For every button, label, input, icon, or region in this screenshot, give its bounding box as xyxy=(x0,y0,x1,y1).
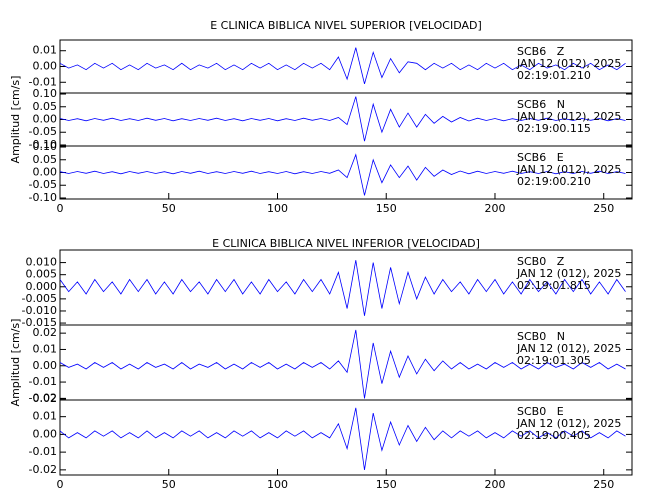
waveform xyxy=(59,329,626,399)
y-tick-label: -0.02 xyxy=(29,391,57,404)
x-tick-label: 200 xyxy=(484,202,505,215)
trace-date: JAN 12 (012), 2025 xyxy=(516,57,621,70)
waveform xyxy=(59,260,626,316)
y-tick-label: 0.00 xyxy=(33,113,58,126)
x-tick-label: 200 xyxy=(484,478,505,491)
y-tick-label: 0.05 xyxy=(33,153,58,166)
x-tick-label: 100 xyxy=(267,202,288,215)
y-tick-label: 0.01 xyxy=(33,44,58,57)
trace-station: SCB6 Z xyxy=(517,45,565,58)
y-tick-label: 0.00 xyxy=(33,359,58,372)
x-tick-label: 50 xyxy=(162,478,176,491)
trace-date: JAN 12 (012), 2025 xyxy=(516,267,621,280)
x-tick-label: 0 xyxy=(57,478,64,491)
y-tick-label: -0.05 xyxy=(29,178,57,191)
y-tick-label: -0.01 xyxy=(29,445,57,458)
x-tick-label: 0 xyxy=(57,202,64,215)
x-tick-label: 250 xyxy=(593,478,614,491)
y-tick-label: -0.05 xyxy=(29,125,57,138)
trace-date: JAN 12 (012), 2025 xyxy=(516,163,621,176)
trace-time: 02:19:01.210 xyxy=(517,69,591,82)
trace-time: 02:19:01.305 xyxy=(517,354,591,367)
y-tick-label: 0.02 xyxy=(33,326,58,339)
trace-time: 02:19:00.210 xyxy=(517,175,591,188)
y-axis-label: Amplitud [cm/s] xyxy=(9,319,22,407)
panel-frame xyxy=(59,399,633,476)
trace-date: JAN 12 (012), 2025 xyxy=(516,110,621,123)
trace-station: SCB6 N xyxy=(517,98,565,111)
trace-date: JAN 12 (012), 2025 xyxy=(516,417,621,430)
y-tick-label: 0.02 xyxy=(33,392,58,405)
trace-time: 02:19:00.115 xyxy=(517,122,591,135)
waveform xyxy=(59,47,626,85)
y-tick-label: -0.01 xyxy=(29,375,57,388)
y-tick-label: -0.10 xyxy=(29,191,57,204)
y-tick-label: 0.05 xyxy=(33,100,58,113)
trace-station: SCB0 E xyxy=(517,405,564,418)
y-tick-label: 0.10 xyxy=(33,87,58,100)
y-tick-label: -0.015 xyxy=(22,316,57,329)
y-tick-label: -0.005 xyxy=(22,292,57,305)
y-tick-label: -0.10 xyxy=(29,138,57,151)
y-tick-label: 0.010 xyxy=(26,256,58,269)
y-tick-label: -0.02 xyxy=(29,463,57,476)
x-tick-label: 150 xyxy=(376,478,397,491)
x-tick-label: 250 xyxy=(593,202,614,215)
y-tick-label: 0.00 xyxy=(33,427,58,440)
y-tick-label: 0.00 xyxy=(33,166,58,179)
trace-station: SCB0 N xyxy=(517,330,565,343)
chart-title: E CLINICA BIBLICA NIVEL SUPERIOR [VELOCI… xyxy=(210,19,482,32)
waveform xyxy=(59,407,626,470)
waveform xyxy=(59,153,626,196)
x-tick-label: 150 xyxy=(376,202,397,215)
y-tick-label: -0.010 xyxy=(22,304,57,317)
y-tick-label: 0.00 xyxy=(33,60,58,73)
y-tick-label: 0.01 xyxy=(33,342,58,355)
trace-date: JAN 12 (012), 2025 xyxy=(516,342,621,355)
chart-title: E CLINICA BIBLICA NIVEL INFERIOR [VELOCI… xyxy=(212,237,480,250)
y-tick-label: -0.01 xyxy=(29,75,57,88)
y-axis-label: Amplitud [cm/s] xyxy=(9,76,22,164)
y-tick-label: 0.000 xyxy=(26,280,58,293)
trace-time: 02:19:00.405 xyxy=(517,429,591,442)
trace-time: 02:19:01.815 xyxy=(517,279,591,292)
waveform xyxy=(59,96,626,142)
trace-station: SCB6 E xyxy=(517,151,564,164)
x-tick-label: 100 xyxy=(267,478,288,491)
x-tick-label: 50 xyxy=(162,202,176,215)
trace-station: SCB0 Z xyxy=(517,255,565,268)
y-tick-label: 0.10 xyxy=(33,140,58,153)
y-tick-label: 0.005 xyxy=(26,268,58,281)
y-tick-label: 0.01 xyxy=(33,410,58,423)
